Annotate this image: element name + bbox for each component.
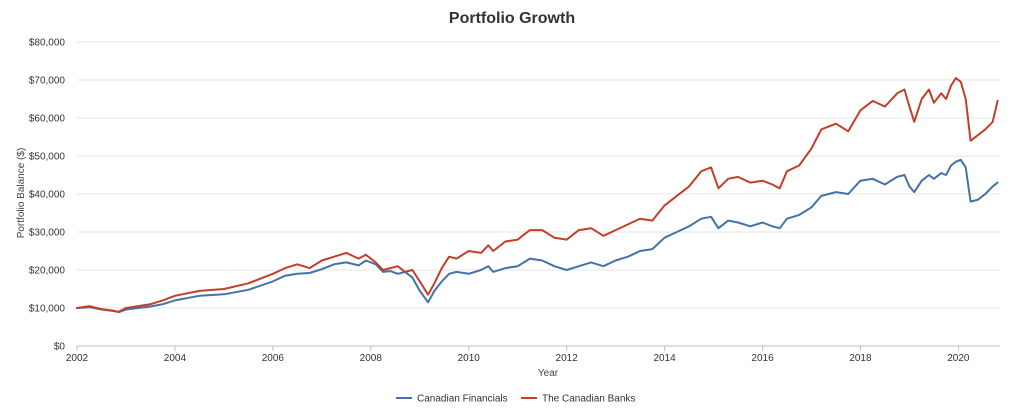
x-tick-label: 2004 xyxy=(164,353,187,364)
y-tick-label: $0 xyxy=(54,342,66,353)
gridlines xyxy=(77,41,1000,347)
legend-label: The Canadian Banks xyxy=(542,394,635,405)
series-line-canadian-financials[interactable] xyxy=(76,158,999,314)
legend-label: Canadian Financials xyxy=(417,394,508,405)
y-tick-label: $10,000 xyxy=(29,304,66,315)
x-tick-label: 2008 xyxy=(360,353,383,364)
x-tick-label: 2016 xyxy=(751,353,774,364)
legend-item-canadian-banks[interactable]: The Canadian Banks xyxy=(521,394,635,405)
y-tick-label: $30,000 xyxy=(29,228,66,239)
x-tick-label: 2006 xyxy=(262,353,285,364)
y-tick-label: $60,000 xyxy=(29,114,66,125)
y-tick-label: $50,000 xyxy=(29,152,66,163)
y-axis-ticks: $0 $10,000 $20,000 $30,000 $40,000 $50,000 $60… xyxy=(29,38,66,353)
x-tick-label: 2014 xyxy=(653,353,676,364)
y-tick-label: $70,000 xyxy=(29,76,66,87)
x-tick-label: 2002 xyxy=(66,353,89,364)
chart-title: Portfolio Growth xyxy=(449,10,575,27)
x-axis-label: Year xyxy=(538,368,559,379)
x-tick-label: 2010 xyxy=(458,353,481,364)
y-tick-label: $80,000 xyxy=(29,38,66,49)
x-tick-label: 2018 xyxy=(849,353,872,364)
x-tick-label: 2012 xyxy=(556,353,579,364)
x-tick-label: 2020 xyxy=(947,353,970,364)
legend-item-canadian-financials[interactable]: Canadian Financials xyxy=(396,394,508,405)
x-axis-ticks: 2002 2004 2006 2008 2010 2012 2014 2016 2018 2020 xyxy=(66,345,1000,364)
series-line-canadian-banks[interactable] xyxy=(76,77,999,313)
y-axis-label: Portfolio Balance ($) xyxy=(16,148,27,239)
y-tick-label: $20,000 xyxy=(29,266,66,277)
legend[interactable]: Canadian Financials The Canadian Banks xyxy=(396,394,635,405)
y-tick-label: $40,000 xyxy=(29,190,66,201)
series-lines xyxy=(76,77,999,314)
